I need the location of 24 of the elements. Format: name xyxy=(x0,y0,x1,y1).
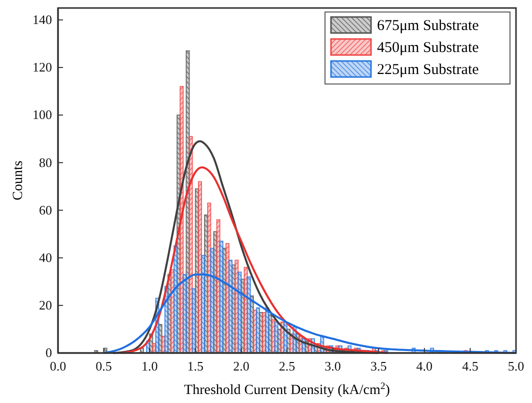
text: 2.0 xyxy=(233,358,250,374)
text: 5.0 xyxy=(508,358,524,374)
x-tick-label: 3.5 xyxy=(370,358,387,374)
text: 1.0 xyxy=(141,358,158,374)
y-tick-label: 120 xyxy=(32,60,52,75)
legend-label: 675μm Substrate xyxy=(377,18,480,34)
x-axis-title: Threshold Current Density (kA/cm$^{2}$) xyxy=(184,380,390,398)
y-tick-label: 140 xyxy=(32,12,52,28)
y-axis-title: Counts xyxy=(11,160,26,200)
text: 4.0 xyxy=(416,358,433,374)
x-tick-label: 0.5 xyxy=(96,358,112,374)
text: 0.0 xyxy=(50,358,66,374)
y-tick-label: 60 xyxy=(39,202,52,218)
x-tick-label: 1.5 xyxy=(187,358,204,374)
y-tick-label: 80 xyxy=(39,154,52,170)
x-tick-label: 4.5 xyxy=(462,358,478,374)
y-tick-label: 100 xyxy=(32,107,52,122)
y-tick-label: 0 xyxy=(46,345,52,360)
y-tick-label: 20 xyxy=(39,298,52,313)
text: 3.0 xyxy=(324,358,341,374)
legend-label: 225μm Substrate xyxy=(377,62,480,78)
x-tick-label: 2.5 xyxy=(278,358,296,374)
legend-label: 450μm Substrate xyxy=(377,40,480,56)
y-tick-label: 40 xyxy=(39,250,52,265)
